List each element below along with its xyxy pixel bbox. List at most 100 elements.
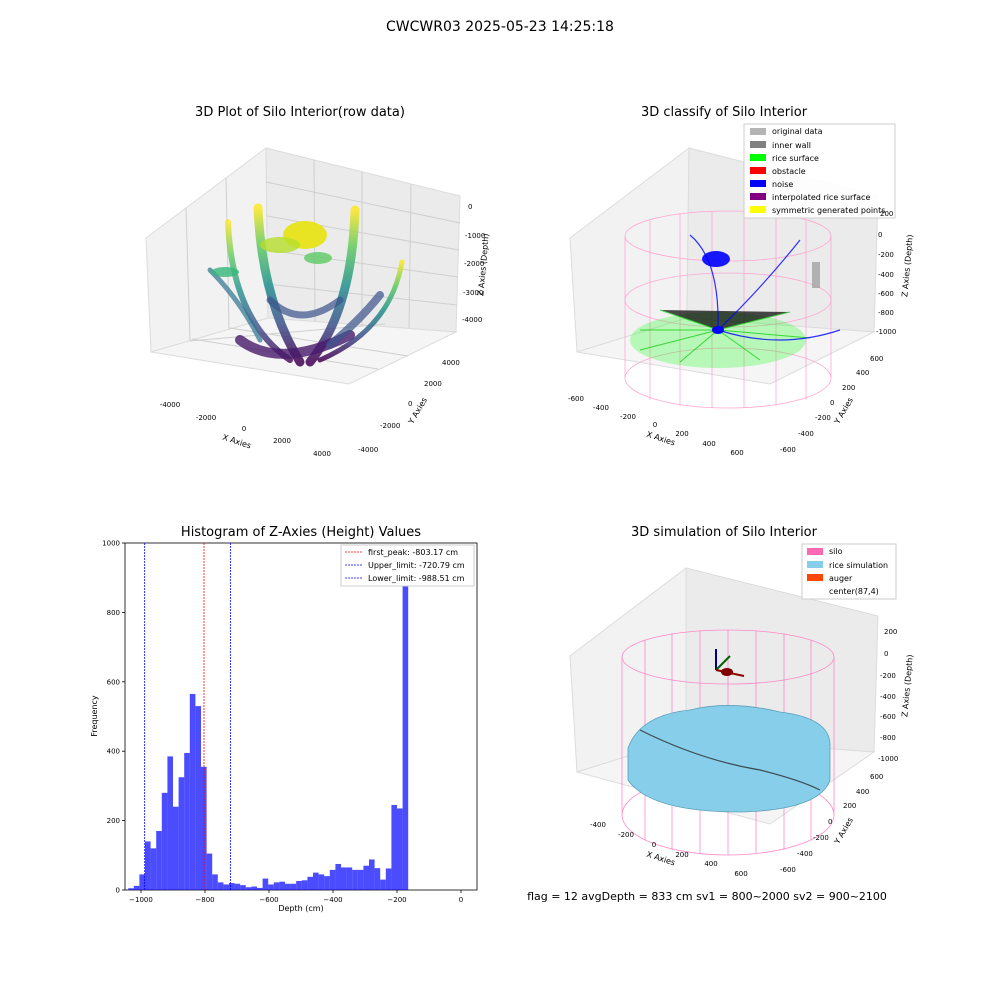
- histogram-bar: [346, 867, 353, 890]
- raw-y-tick: 2000: [424, 380, 442, 388]
- histogram-x-ticks: −1000 −800 −600 −400 −200 0: [129, 890, 463, 904]
- histogram-bar: [335, 863, 341, 890]
- sim-y-label: Y Axies: [832, 816, 855, 846]
- histogram-bar: [262, 878, 269, 890]
- raw-x-tick: 2000: [273, 437, 291, 445]
- sim-x-tick: -200: [618, 831, 634, 839]
- panel-raw-title: 3D Plot of Silo Interior(row data): [195, 105, 405, 120]
- histogram-bar: [212, 874, 218, 890]
- legend-inner-wall: inner wall: [772, 141, 811, 150]
- raw-y-tick: -4000: [358, 446, 378, 454]
- sim-x-tick: -400: [590, 821, 606, 829]
- legend-symmetric: symmetric generated points: [772, 206, 885, 215]
- histogram-bar: [397, 808, 403, 890]
- histogram-legend: first_peak: -803.17 cm Upper_limit: -720…: [340, 544, 475, 587]
- raw-z-tick: -4000: [462, 316, 482, 324]
- histogram-y-tick-label: 200: [107, 817, 120, 825]
- histogram-x-tick-label: −600: [259, 896, 278, 904]
- legend-auger: auger: [829, 574, 853, 583]
- classify-y-tick: -200: [815, 414, 831, 422]
- panel-simulation-title: 3D simulation of Silo Interior: [631, 525, 818, 540]
- histogram-x-tick-label: −400: [323, 896, 342, 904]
- histogram-bar: [296, 880, 302, 890]
- classify-x-label: X Axies: [645, 430, 676, 448]
- histogram-bar: [268, 884, 274, 890]
- histogram-x-tick-label: −800: [195, 896, 214, 904]
- raw-z-tick: -1000: [465, 232, 485, 240]
- sim-y-tick: 0: [828, 818, 832, 826]
- histogram-bar: [229, 883, 235, 890]
- panel-classify: 3D classify of Silo Interior orig: [568, 105, 915, 457]
- sim-x-tick: 400: [704, 860, 717, 868]
- histogram-bar: [156, 831, 162, 890]
- classify-x-tick: -200: [620, 413, 636, 421]
- raw-x-tick: 0: [242, 425, 246, 433]
- panel-classify-title: 3D classify of Silo Interior: [641, 105, 808, 120]
- footer-status: flag = 12 avgDepth = 833 cm sv1 = 800~20…: [527, 890, 887, 903]
- histogram-bar: [369, 859, 375, 890]
- sim-z-tick: 200: [884, 628, 897, 636]
- classify-y-tick: 600: [870, 355, 883, 363]
- histogram-bar: [385, 868, 392, 890]
- classify-axes-box: [569, 146, 879, 385]
- histogram-bar: [251, 886, 257, 890]
- legend-lower-limit: Lower_limit: -988.51 cm: [368, 574, 465, 583]
- histogram-bar: [139, 874, 145, 890]
- histogram-bar: [133, 885, 140, 890]
- histogram-bar: [341, 867, 347, 890]
- histogram-bar: [279, 881, 285, 890]
- sim-x-label: X Axies: [645, 850, 676, 868]
- histogram-bar: [206, 853, 213, 890]
- sim-y-tick: -400: [797, 850, 813, 858]
- histogram-y-tick-label: 1000: [102, 540, 120, 548]
- panel-histogram: Histogram of Z-Axies (Height) Values −10…: [90, 525, 478, 913]
- sim-rice-surface: [627, 705, 831, 813]
- histogram-y-tick-label: 0: [116, 887, 120, 895]
- classify-z-tick: -600: [878, 290, 894, 298]
- histogram-bar: [234, 883, 241, 890]
- classify-z-tick: -400: [878, 271, 894, 279]
- legend-obstacle: obstacle: [772, 167, 806, 176]
- sim-y-tick: -600: [780, 866, 796, 874]
- classify-x-tick: 200: [675, 430, 688, 438]
- legend-upper-limit: Upper_limit: -720.79 cm: [368, 561, 465, 570]
- histogram-bar: [313, 872, 319, 890]
- histogram-bars: [128, 556, 409, 890]
- classify-y-tick: 200: [842, 384, 855, 392]
- sim-z-label: Z Axies (Depth): [900, 654, 914, 717]
- panel-raw-data: 3D Plot of Silo Interior(row data) -: [145, 105, 491, 458]
- classify-z-tick: 200: [880, 210, 893, 218]
- histogram-title: Histogram of Z-Axies (Height) Values: [181, 525, 421, 540]
- histogram-bar: [128, 888, 134, 890]
- histogram-x-tick-label: −200: [387, 896, 406, 904]
- raw-x-tick: -4000: [160, 401, 180, 409]
- raw-x-label: X Axies: [221, 433, 252, 451]
- classify-x-tick: 600: [730, 449, 743, 457]
- histogram-bar: [290, 883, 297, 890]
- histogram-bar: [150, 848, 157, 890]
- raw-point-cloud: [207, 203, 405, 367]
- histogram-bar: [273, 882, 280, 890]
- histogram-bar: [217, 882, 224, 890]
- histogram-bar: [318, 874, 325, 890]
- histogram-bar: [189, 693, 196, 890]
- histogram-y-tick-label: 400: [107, 748, 120, 756]
- histogram-bar: [329, 869, 336, 890]
- histogram-bar: [161, 792, 168, 890]
- classify-y-tick: -600: [780, 446, 796, 454]
- sim-z-tick: -600: [880, 713, 896, 721]
- classify-points: [630, 234, 841, 368]
- histogram-bar: [257, 887, 263, 890]
- histogram-bar: [173, 806, 179, 890]
- classify-x-tick: -600: [568, 395, 584, 403]
- legend-center: center(87,4): [829, 587, 879, 596]
- histogram-x-label: Depth (cm): [278, 904, 323, 913]
- histogram-bar: [374, 868, 381, 890]
- sim-x-tick: 0: [652, 841, 656, 849]
- figure-title: CWCWR03 2025-05-23 14:25:18: [386, 19, 614, 35]
- legend-original-data: original data: [772, 127, 823, 136]
- classify-z-label: Z Axies (Depth): [900, 234, 914, 297]
- raw-z-tick: 0: [468, 203, 472, 211]
- classify-x-tick: 0: [653, 421, 657, 429]
